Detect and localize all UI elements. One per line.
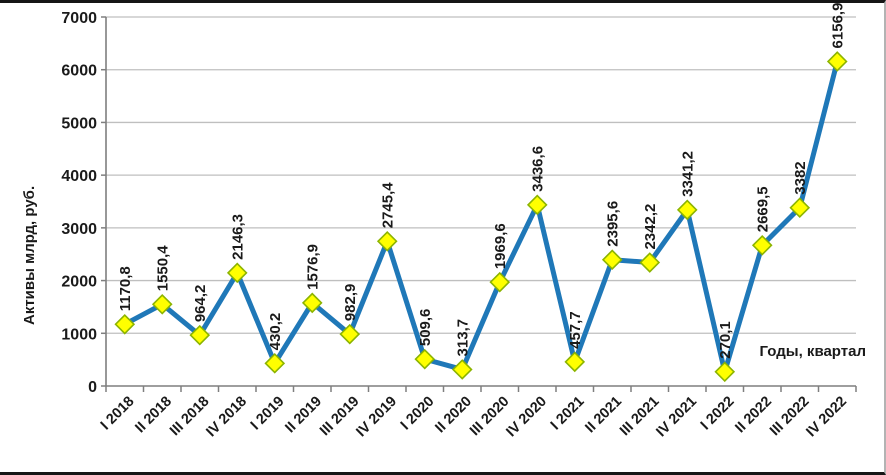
x-tick-label: IV 2021 [653,394,700,441]
y-axis-title: Активы млрд, руб. [21,186,38,325]
y-tick-label: 7000 [61,10,97,27]
x-tick-label: I 2022 [698,394,738,434]
data-marker [114,313,136,335]
data-marker [676,199,698,221]
data-marker [489,271,511,293]
x-tick-label: I 2019 [248,394,288,434]
data-line [122,58,840,375]
point-label: 964,2 [192,285,209,323]
data-marker [526,194,548,216]
point-label: 2395,6 [604,201,621,247]
point-label: 1969,6 [492,223,509,269]
x-tick-label: IV 2022 [803,394,850,441]
data-marker [339,323,361,345]
point-label: 2342,2 [642,204,659,250]
data-marker [376,230,398,252]
x-tick-label: IV 2018 [203,394,250,441]
point-label: 457,7 [567,311,584,349]
point-label: 509,6 [417,309,434,347]
point-label: 270,1 [717,321,734,359]
y-tick-label: 5000 [61,115,97,132]
point-label: 982,9 [342,284,359,322]
data-marker [451,359,473,380]
x-tick-label: I 2020 [398,394,438,434]
data-marker [601,249,623,271]
point-label: 2146,3 [229,214,246,260]
data-marker [751,234,773,256]
x-tick-label: IV 2019 [353,394,400,441]
y-tick-label: 6000 [61,63,97,80]
y-tick-label: 3000 [61,221,97,238]
data-marker [301,292,323,314]
point-label: 313,7 [454,319,471,357]
data-marker [789,197,811,219]
x-tick-label: I 2021 [548,394,588,434]
data-marker [714,361,736,383]
point-label: 1170,8 [117,266,134,311]
y-tick-label: 1000 [61,326,97,343]
data-marker [826,51,848,72]
point-label: 3436,6 [529,146,546,192]
data-marker [414,348,436,370]
point-label: 2745,4 [379,182,396,229]
point-label: 1550,4 [154,245,171,292]
y-tick-label: 0 [88,379,97,396]
point-label: 430,2 [267,313,284,351]
data-marker [226,262,248,284]
data-marker [564,351,586,373]
x-tick-label: IV 2020 [503,394,550,441]
data-marker [189,324,211,346]
point-label: 2669,5 [754,186,771,232]
data-marker [264,352,286,374]
point-label: 6156,9 [829,3,846,48]
y-tick-label: 2000 [61,274,97,291]
x-axis-title: Годы, квартал [760,343,866,360]
point-label: 3382 [792,161,809,194]
data-marker [151,293,173,315]
data-marker [639,252,661,273]
point-label: 1576,9 [304,244,321,290]
x-tick-label: I 2018 [98,394,138,434]
y-tick-label: 4000 [61,168,97,185]
point-label: 3341,2 [679,151,696,197]
